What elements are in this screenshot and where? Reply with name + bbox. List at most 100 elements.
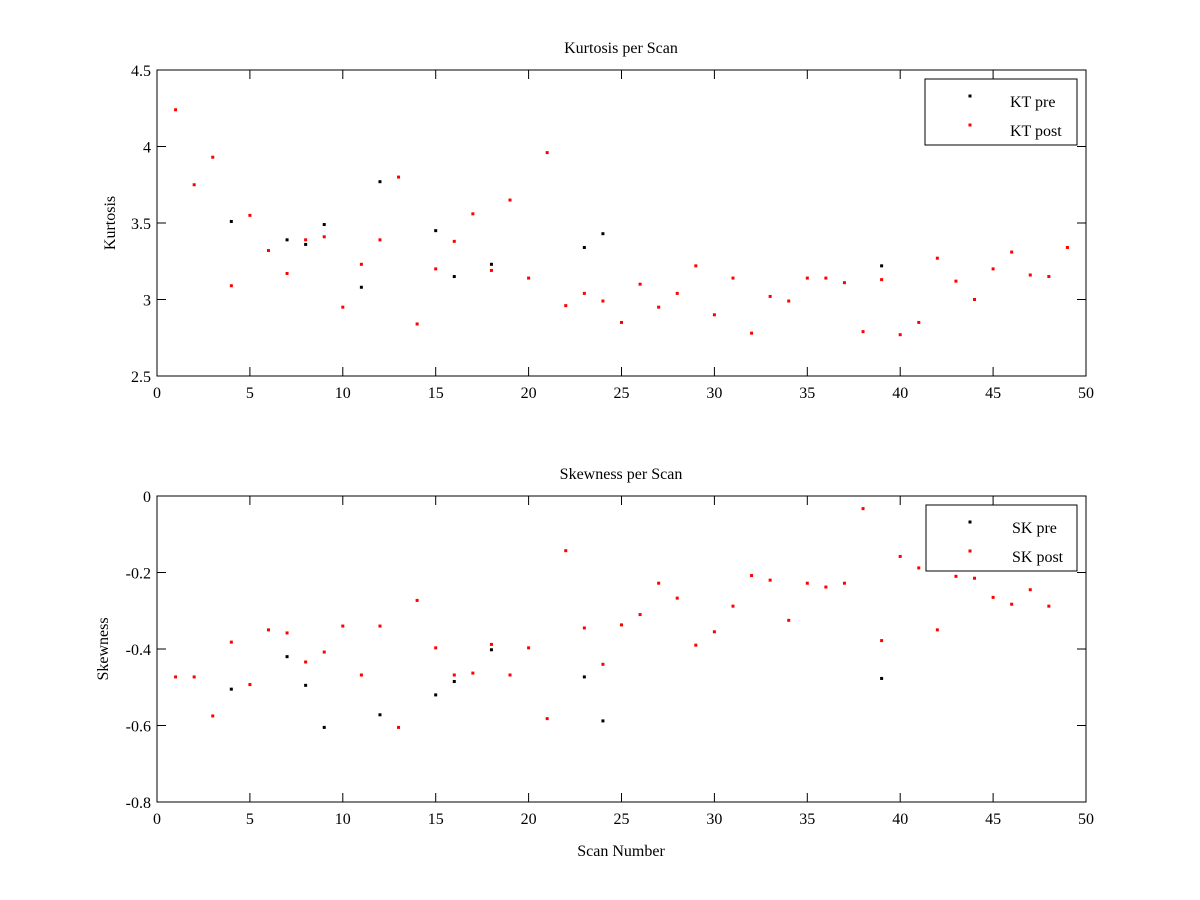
skewness-x-tick-label: 15 — [428, 811, 444, 828]
kurtosis-x-tick-label: 15 — [428, 385, 444, 402]
sk-post-point — [675, 596, 679, 600]
kt-post-point — [1065, 245, 1069, 249]
skewness-y-tick-label: -0.8 — [126, 795, 151, 812]
sk-post-point — [434, 646, 438, 650]
kt-post-point — [229, 284, 233, 288]
kurtosis-legend-marker-pre — [968, 94, 972, 98]
skewness-legend-marker-post — [968, 549, 972, 553]
kt-post-point — [768, 294, 772, 298]
sk-post-point — [322, 650, 326, 654]
kt-post-point — [434, 267, 438, 271]
sk-post-point — [657, 581, 661, 585]
kt-post-point — [322, 235, 326, 239]
kt-post-point — [527, 276, 531, 280]
sk-post-point — [787, 618, 791, 622]
kt-post-point — [452, 239, 456, 243]
sk-post-point — [898, 554, 902, 558]
kt-post-point — [471, 212, 475, 216]
sk-pre-point — [434, 693, 438, 697]
sk-post-point — [880, 639, 884, 643]
kurtosis-x-ticks: 0 5 10 15 20 25 30 35 40 45 50 — [153, 70, 1094, 402]
sk-post-point — [601, 662, 605, 666]
kt-post-point — [954, 279, 958, 283]
kt-post-point — [304, 238, 308, 242]
sk-post-point — [341, 624, 345, 628]
kt-post-point — [192, 183, 196, 187]
kt-pre-point — [285, 238, 289, 242]
kt-pre-point — [489, 262, 493, 266]
sk-post-point — [712, 630, 716, 634]
sk-post-point — [508, 673, 512, 677]
kt-post-point — [397, 175, 401, 179]
sk-post-point — [545, 717, 549, 721]
skewness-y-axis-label: Skewness — [95, 617, 112, 680]
kt-post-point — [712, 313, 716, 317]
sk-post-point — [1028, 588, 1032, 592]
sk-post-point — [378, 624, 382, 628]
kt-pre-point — [880, 264, 884, 268]
sk-post-point — [304, 660, 308, 664]
kurtosis-x-tick-label: 25 — [614, 385, 630, 402]
kt-post-point — [787, 299, 791, 303]
skewness-x-tick-label: 20 — [521, 811, 537, 828]
kt-post-point — [824, 276, 828, 280]
kt-post-point — [731, 276, 735, 280]
kt-post-point — [750, 331, 754, 335]
kt-post-point — [285, 271, 289, 275]
kurtosis-y-axis-label: Kurtosis — [102, 196, 119, 250]
kurtosis-y-tick-label: 3 — [143, 293, 151, 310]
kt-post-point — [564, 304, 568, 308]
skewness-legend-box — [925, 504, 1078, 572]
kurtosis-x-tick-label: 45 — [985, 385, 1001, 402]
sk-post-point — [768, 578, 772, 582]
sk-post-point — [266, 628, 270, 632]
kt-post-point — [248, 213, 252, 217]
skewness-y-ticks: -0.8 -0.6 -0.4 -0.2 0 — [126, 489, 1086, 812]
kt-post-point — [917, 320, 921, 324]
sk-post-point — [397, 725, 401, 729]
kt-post-point — [861, 330, 865, 334]
sk-post-point — [527, 646, 531, 650]
sk-post-point — [285, 631, 289, 635]
skewness-x-tick-label: 10 — [335, 811, 351, 828]
sk-post-point — [935, 628, 939, 632]
kurtosis-panel: Kurtosis per Scan Kurtosis 0 5 10 15 20 25 30 3… — [102, 40, 1094, 402]
kt-post-point — [805, 276, 809, 280]
sk-post-point — [1010, 602, 1014, 606]
kt-post-point — [415, 322, 419, 326]
kt-pre-point — [601, 232, 605, 236]
kt-post-point — [545, 151, 549, 155]
kt-post-point — [266, 249, 270, 253]
sk-pre-point — [304, 683, 308, 687]
skewness-panel: Skewness per Scan Skewness Scan Number 0… — [95, 466, 1094, 860]
skewness-x-tick-label: 45 — [985, 811, 1001, 828]
skewness-points — [174, 507, 1051, 729]
kt-post-point — [1047, 275, 1051, 279]
kt-post-point — [842, 281, 846, 285]
kt-post-point — [211, 155, 215, 159]
sk-post-point — [620, 623, 623, 627]
sk-post-point — [861, 507, 865, 511]
sk-post-point — [842, 581, 846, 585]
kt-pre-point — [322, 223, 326, 227]
sk-pre-point — [378, 713, 382, 717]
kt-post-point — [898, 333, 902, 337]
skewness-x-tick-label: 40 — [892, 811, 908, 828]
sk-post-point — [229, 640, 233, 644]
sk-post-point — [824, 585, 828, 589]
kurtosis-y-tick-label: 4 — [143, 140, 151, 157]
skewness-x-tick-label: 0 — [153, 811, 161, 828]
kurtosis-legend-box — [924, 78, 1078, 146]
kurtosis-x-tick-label: 0 — [153, 385, 161, 402]
skewness-legend-label-post: SK post — [1012, 549, 1064, 566]
sk-post-point — [694, 643, 698, 647]
kt-post-point — [489, 268, 493, 272]
skewness-y-tick-label: -0.6 — [126, 719, 151, 736]
kt-post-point — [508, 198, 512, 202]
kt-post-point — [359, 262, 363, 266]
sk-pre-point — [489, 648, 493, 652]
sk-pre-point — [880, 676, 884, 680]
kurtosis-y-tick-label: 4.5 — [131, 63, 151, 80]
skewness-x-tick-label: 50 — [1078, 811, 1094, 828]
